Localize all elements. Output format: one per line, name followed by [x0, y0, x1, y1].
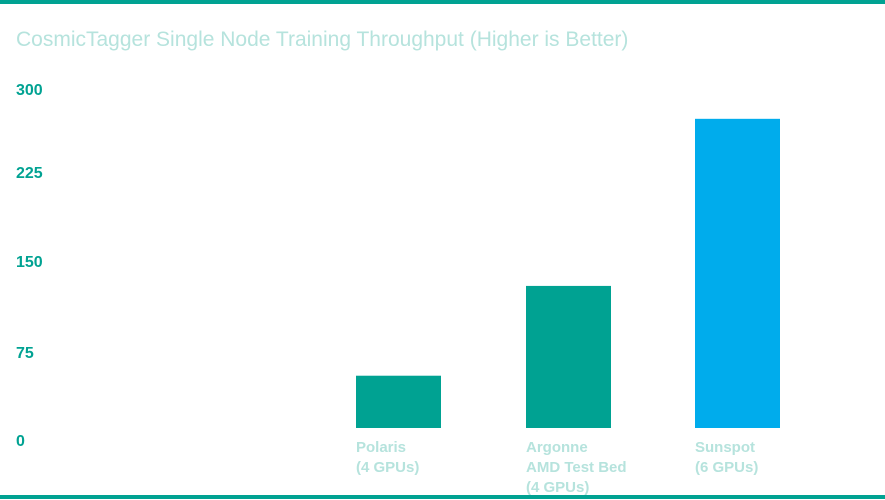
x-category-label: AMD Test Bed — [526, 459, 627, 476]
bottom-rule — [0, 495, 885, 499]
bar — [695, 118, 780, 429]
chart-title: CosmicTagger Single Node Training Throug… — [16, 28, 629, 51]
x-category-label: Argonne — [526, 439, 588, 456]
y-tick-label: 225 — [16, 165, 43, 182]
x-category-label: Polaris — [356, 439, 406, 456]
y-tick-label: 75 — [16, 345, 34, 362]
y-tick-label: 150 — [16, 254, 43, 271]
x-category-label: Sunspot — [695, 439, 755, 456]
y-tick-label: 0 — [16, 433, 25, 450]
top-rule — [0, 0, 885, 4]
bar — [356, 375, 441, 428]
x-category-label: (6 GPUs) — [695, 459, 758, 476]
x-category-label: (4 GPUs) — [526, 479, 589, 496]
bar — [526, 285, 611, 428]
x-category-label: (4 GPUs) — [356, 459, 419, 476]
y-tick-label: 300 — [16, 82, 43, 99]
